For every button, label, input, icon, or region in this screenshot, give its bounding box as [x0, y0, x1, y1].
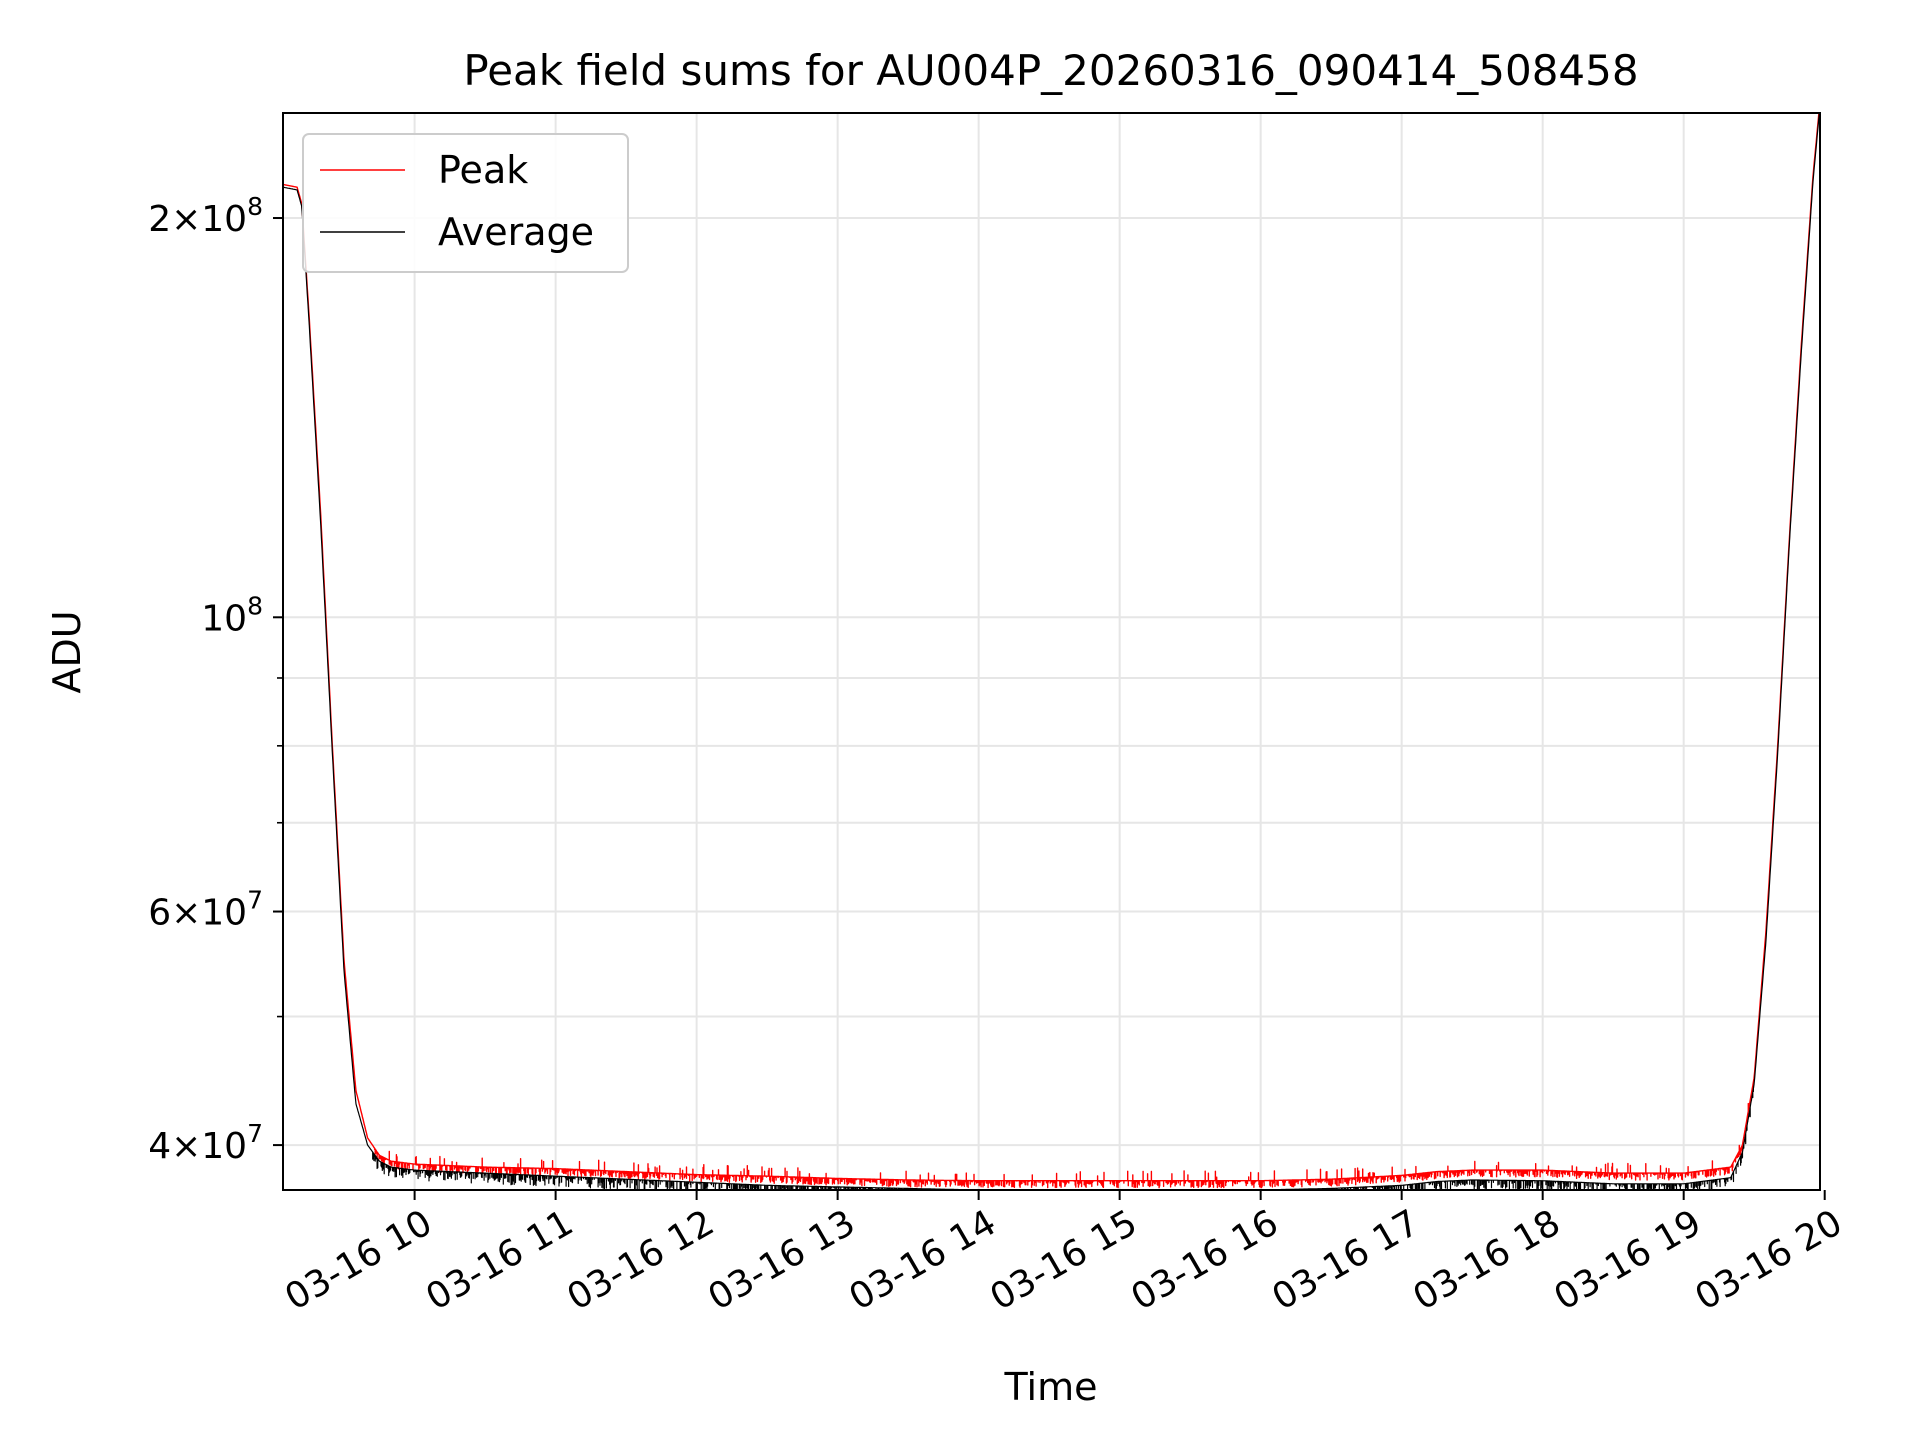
y-tick-mantissa: 6	[148, 893, 171, 934]
y-tick-base: 10	[201, 199, 247, 240]
plot-frame	[282, 112, 1821, 1191]
y-tick-base: 10	[201, 893, 247, 934]
legend-box	[302, 133, 629, 273]
y-tick-exponent: 8	[247, 192, 263, 221]
y-tick-label: 2×108	[148, 192, 263, 240]
y-tick-times: ×	[171, 893, 201, 934]
y-tick-mantissa: 4	[148, 1126, 171, 1167]
grid	[283, 113, 1820, 1190]
y-tick-label: 6×107	[148, 886, 263, 934]
x-axis-label: Time	[1004, 1365, 1098, 1409]
series-line-peak	[283, 113, 1820, 1189]
y-axis-label: ADU	[45, 610, 89, 693]
y-tick-base: 10	[201, 598, 247, 639]
plot-series	[283, 113, 1820, 1190]
y-tick-exponent: 8	[247, 591, 263, 620]
series-line-average	[283, 113, 1820, 1190]
chart-title: Peak field sums for AU004P_20260316_0904…	[463, 46, 1638, 95]
y-tick-exponent: 7	[247, 1119, 263, 1148]
y-tick-times: ×	[171, 199, 201, 240]
legend-peak-label: Peak	[438, 148, 528, 192]
y-tick-times: ×	[171, 1126, 201, 1167]
y-tick-mantissa: 2	[148, 199, 171, 240]
y-tick-label: 108	[201, 591, 263, 639]
y-tick-exponent: 7	[247, 886, 263, 915]
y-tick-base: 10	[201, 1126, 247, 1167]
legend-average-label: Average	[438, 210, 594, 254]
legend: Peak Average	[302, 133, 629, 273]
y-tick-label: 4×107	[148, 1119, 263, 1167]
